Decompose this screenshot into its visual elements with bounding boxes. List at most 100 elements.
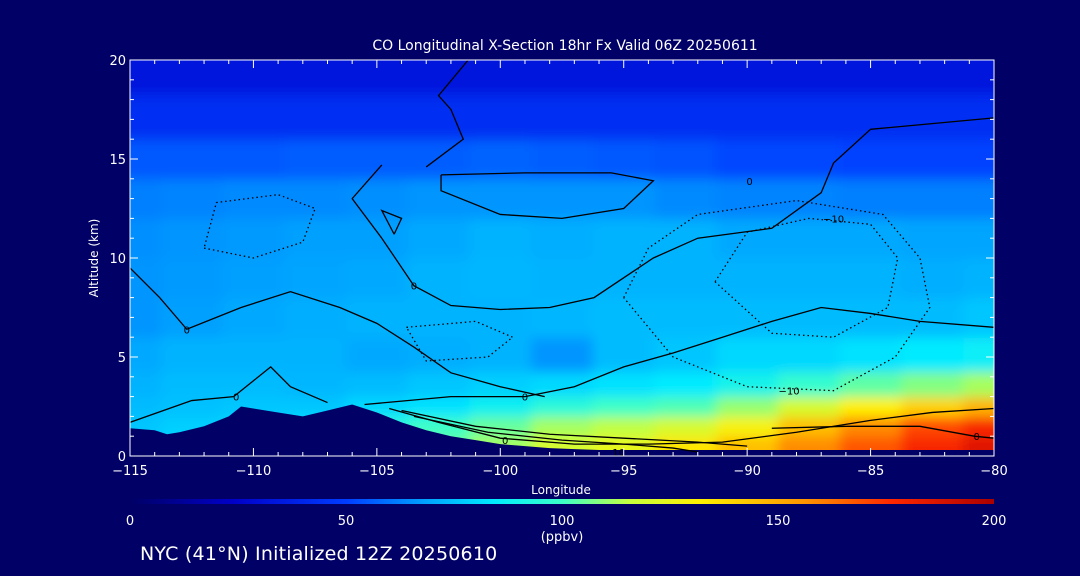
heatmap-cell bbox=[716, 337, 779, 373]
heatmap-cell bbox=[901, 297, 964, 338]
heatmap-cell bbox=[716, 218, 779, 259]
heatmap-cell bbox=[901, 139, 964, 180]
x-tick-label: −115 bbox=[112, 464, 148, 479]
x-tick-label: −105 bbox=[359, 464, 395, 479]
heatmap-cell bbox=[469, 337, 532, 373]
contour-line bbox=[440, 172, 655, 220]
co-concentration-field bbox=[130, 60, 994, 456]
heatmap-cell bbox=[531, 258, 594, 299]
heatmap-cell bbox=[130, 258, 162, 299]
heatmap-cell bbox=[284, 139, 347, 180]
heatmap-cells bbox=[130, 60, 994, 456]
x-tick-label: −100 bbox=[482, 464, 518, 479]
heatmap-cell bbox=[346, 297, 409, 338]
colorbar-tick-label: 200 bbox=[982, 514, 1007, 529]
heatmap-cell bbox=[716, 416, 779, 437]
heatmap-cell bbox=[284, 258, 347, 299]
contour-line bbox=[130, 267, 545, 398]
heatmap-cell bbox=[654, 258, 717, 299]
heatmap-cell bbox=[222, 258, 285, 299]
heatmap-cell bbox=[592, 297, 656, 338]
contour-label: 0 bbox=[411, 282, 417, 293]
heatmap-cell bbox=[963, 258, 994, 299]
x-axis-label: Longitude bbox=[531, 483, 591, 497]
heatmap-cell bbox=[778, 94, 841, 140]
heatmap-cell bbox=[284, 94, 347, 140]
heatmap-cell bbox=[778, 396, 841, 417]
contour-label: −10 bbox=[823, 214, 844, 225]
heatmap-cell bbox=[778, 60, 841, 96]
heatmap-cell bbox=[716, 258, 779, 299]
heatmap-cell bbox=[130, 178, 162, 219]
contour-line bbox=[389, 407, 994, 445]
heatmap-cell bbox=[839, 371, 902, 398]
heatmap-cell bbox=[160, 94, 224, 140]
heatmap-cell bbox=[531, 416, 594, 437]
heatmap-cell bbox=[901, 218, 964, 259]
heatmap-cell bbox=[963, 94, 994, 140]
heatmap-cell bbox=[901, 258, 964, 299]
heatmap-cell bbox=[592, 60, 656, 96]
colorbar-tick-label: 50 bbox=[338, 514, 355, 529]
contour-line bbox=[771, 425, 994, 439]
heatmap-cell bbox=[130, 94, 162, 140]
heatmap-cell bbox=[654, 371, 717, 398]
heatmap-cell bbox=[160, 337, 224, 373]
y-axis: 0 5 10 15 20 bbox=[109, 54, 994, 465]
heatmap-cell bbox=[716, 139, 779, 180]
heatmap-cell bbox=[407, 139, 470, 180]
heatmap-cell bbox=[592, 218, 656, 259]
heatmap-cell bbox=[222, 297, 285, 338]
heatmap-cell bbox=[130, 218, 162, 259]
heatmap-cell bbox=[469, 178, 532, 219]
heatmap-cell bbox=[160, 60, 224, 96]
heatmap-cell bbox=[407, 258, 470, 299]
heatmap-cell bbox=[531, 337, 594, 373]
contour-line bbox=[401, 409, 748, 447]
heatmap-cell bbox=[160, 258, 224, 299]
heatmap-cell bbox=[160, 297, 224, 338]
heatmap-cell bbox=[839, 337, 902, 373]
negative-contour-line bbox=[623, 199, 931, 392]
heatmap-cell bbox=[963, 371, 994, 398]
colorbar-unit-label: (ppbv) bbox=[541, 530, 584, 545]
heatmap-cell bbox=[778, 218, 841, 259]
y-tick-label: 0 bbox=[118, 450, 126, 465]
heatmap-cell bbox=[901, 337, 964, 373]
heatmap-cell bbox=[592, 371, 656, 398]
heatmap-cell bbox=[222, 218, 285, 259]
y-tick-label: 20 bbox=[109, 54, 126, 69]
heatmap-cell bbox=[654, 297, 717, 338]
heatmap-cell bbox=[130, 297, 162, 338]
contour-line bbox=[364, 306, 994, 406]
x-tick-label: −110 bbox=[236, 464, 272, 479]
heatmap-cell bbox=[531, 297, 594, 338]
heatmap-cell bbox=[654, 218, 717, 259]
colorbar-tick-label: 150 bbox=[766, 514, 791, 529]
heatmap-cell bbox=[716, 178, 779, 219]
heatmap-cell bbox=[469, 94, 532, 140]
heatmap-cell bbox=[963, 60, 994, 96]
heatmap-cell bbox=[284, 218, 347, 259]
contour-line bbox=[425, 60, 469, 168]
heatmap-cell bbox=[716, 94, 779, 140]
heatmap-cell bbox=[654, 178, 717, 219]
heatmap-cell bbox=[407, 218, 470, 259]
heatmap-cell bbox=[130, 396, 162, 417]
heatmap-cell bbox=[839, 218, 902, 259]
heatmap-cell bbox=[839, 396, 902, 417]
heatmap-cell bbox=[160, 371, 224, 398]
contour-line bbox=[413, 415, 698, 453]
heatmap-cell bbox=[531, 396, 594, 417]
heatmap-cell bbox=[469, 258, 532, 299]
x-axis: −115 −110 −105 −100 −95 −90 −85 −80 bbox=[112, 60, 1008, 479]
colorbar-tick-label: 100 bbox=[550, 514, 575, 529]
contour-label: 0 bbox=[233, 393, 239, 404]
negative-contour-line bbox=[203, 193, 316, 259]
heatmap-cell bbox=[346, 258, 409, 299]
heatmap-cell bbox=[130, 371, 162, 398]
plot-area: 0 0 10 0 0 0 0 0 −10 −10 bbox=[129, 59, 995, 457]
heatmap-cell bbox=[346, 139, 409, 180]
y-tick-label: 5 bbox=[118, 351, 126, 366]
y-tick-label: 15 bbox=[109, 153, 126, 168]
